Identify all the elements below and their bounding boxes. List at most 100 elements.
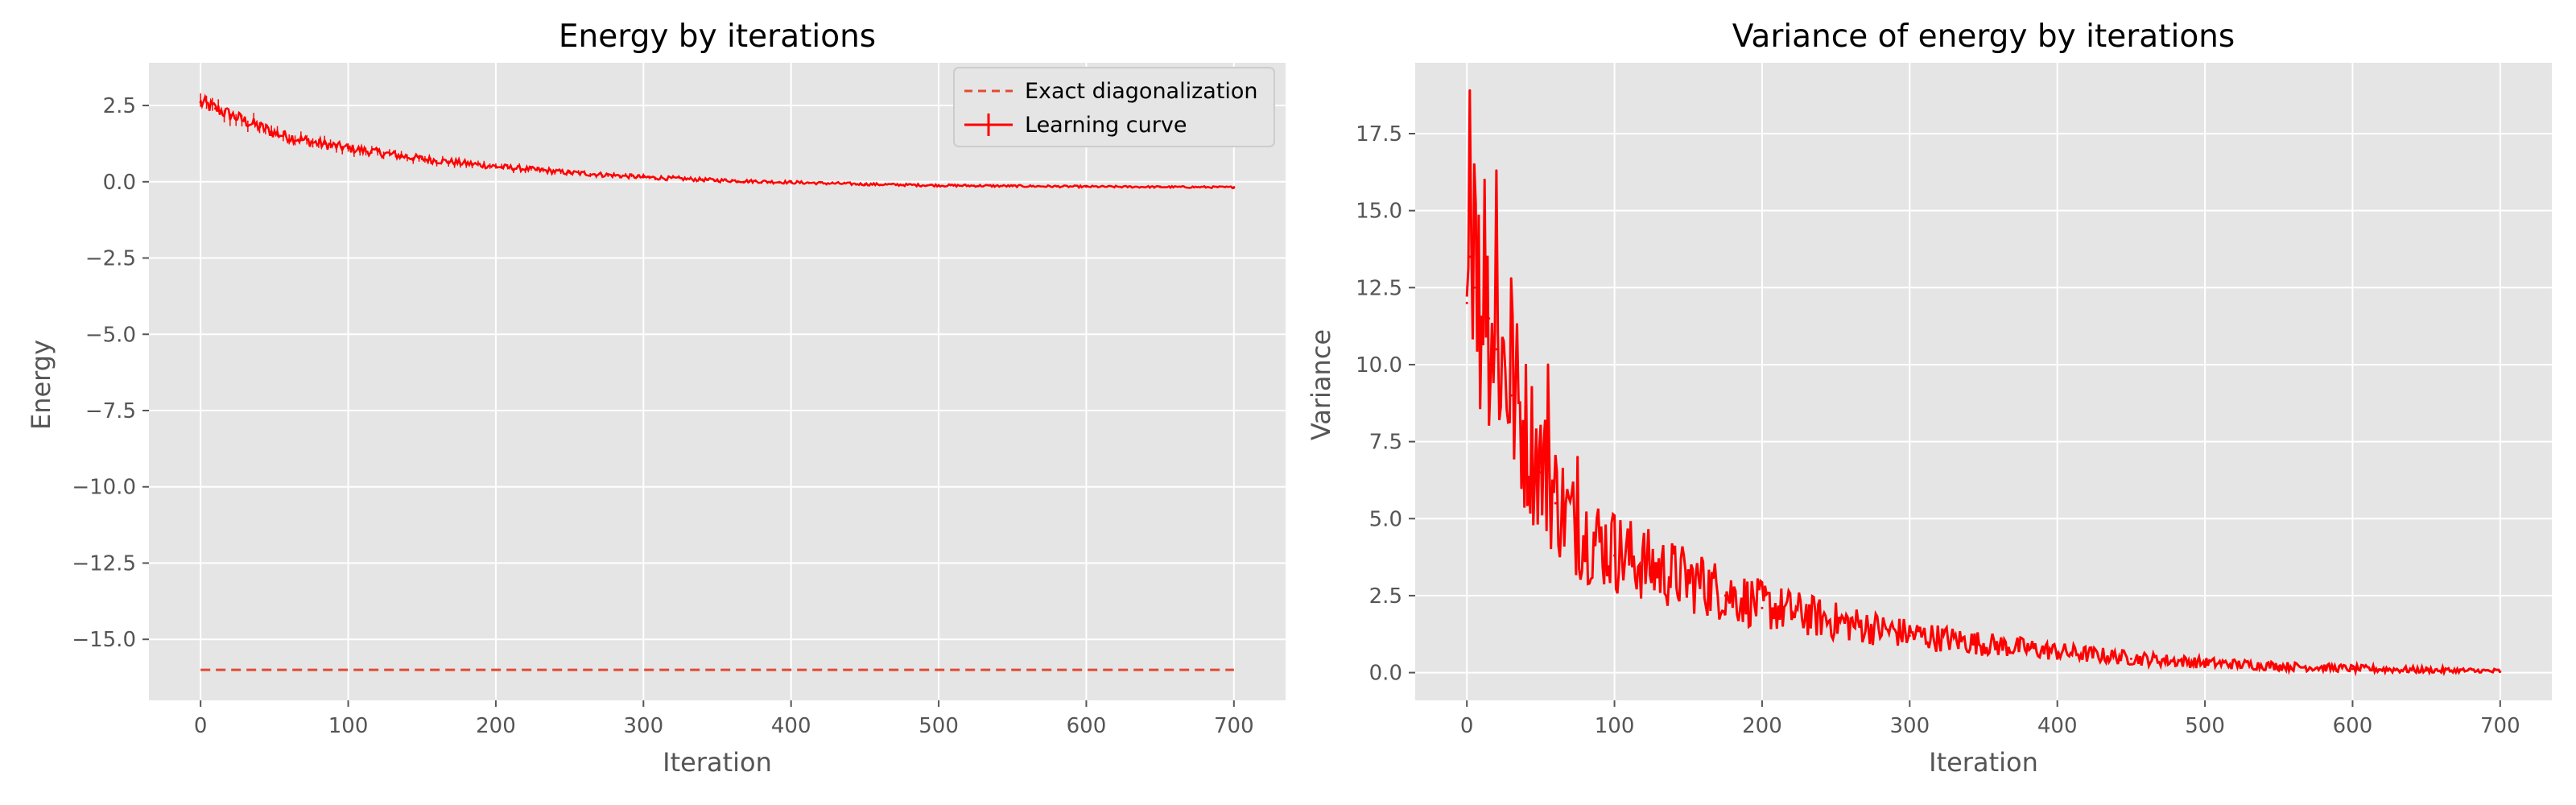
learning-curve-point <box>229 113 232 116</box>
variance-peak-point <box>1613 514 1616 517</box>
x-tick-label: 200 <box>1742 714 1782 738</box>
learning-curve-point <box>937 184 940 187</box>
learning-curve-point <box>273 131 276 134</box>
energy-chart: 0 100 200 300 400 500 600 700 2.5 0.0 −2.5 −5.0 −7.… <box>26 19 1286 778</box>
learning-curve-point <box>199 101 202 104</box>
legend-box <box>953 67 1275 147</box>
variance-peak-point <box>1509 277 1513 280</box>
y-tick-label: 10.0 <box>1356 353 1402 378</box>
variance-point <box>2277 665 2281 668</box>
energy-grid <box>149 63 1286 700</box>
energy-chart-title: Energy by iterations <box>559 19 876 55</box>
variance-curve-line <box>1465 90 2502 677</box>
energy-data-points <box>199 101 1236 189</box>
energy-x-ticks: 0 100 200 300 400 500 600 700 <box>194 700 1254 738</box>
variance-point <box>2425 669 2428 672</box>
learning-curve-point <box>568 171 572 174</box>
x-tick-label: 400 <box>771 714 811 738</box>
x-tick-label: 100 <box>328 714 369 738</box>
variance-y-axis-label: Variance <box>1306 329 1336 440</box>
variance-point <box>1472 286 1476 289</box>
variance-point <box>1724 594 1727 597</box>
learning-curve-point <box>214 107 217 110</box>
variance-point <box>1761 606 1764 609</box>
x-tick-label: 600 <box>2333 714 2373 738</box>
variance-x-ticks: 0 100 200 300 400 500 600 700 <box>1460 700 2520 738</box>
learning-curve-point <box>1084 185 1088 188</box>
energy-x-axis-label: Iteration <box>663 747 772 778</box>
x-tick-label: 500 <box>2185 714 2225 738</box>
x-tick-label: 0 <box>194 714 208 738</box>
y-tick-label: −2.5 <box>85 247 136 271</box>
variance-point <box>1686 582 1690 585</box>
y-tick-label: 5.0 <box>1369 507 1402 531</box>
legend-learning-curve-label: Learning curve <box>1025 113 1187 138</box>
variance-point <box>1649 569 1653 572</box>
learning-curve-point <box>494 165 497 168</box>
x-tick-label: 400 <box>2037 714 2078 738</box>
variance-x-axis-label: Iteration <box>1929 747 2038 778</box>
x-tick-label: 500 <box>919 714 959 738</box>
energy-y-ticks: 2.5 0.0 −2.5 −5.0 −7.5 −10.0 −12.5 −15.0 <box>72 94 149 652</box>
learning-curve-point <box>243 119 246 122</box>
variance-peak-point <box>1495 169 1498 172</box>
y-tick-label: −5.0 <box>85 323 136 347</box>
variance-peak-point <box>1472 163 1476 166</box>
variance-point <box>2203 662 2207 665</box>
variance-point <box>1835 621 1838 625</box>
variance-point <box>1509 394 1513 397</box>
variance-point <box>2499 670 2502 673</box>
learning-curve-point <box>347 147 350 150</box>
legend-exact-diagonalization-label: Exact diagonalization <box>1025 79 1258 104</box>
x-tick-label: 700 <box>2480 714 2520 738</box>
y-tick-label: 0.0 <box>103 171 136 195</box>
energy-plot-area <box>149 63 1286 700</box>
variance-data-points <box>1465 89 2502 673</box>
variance-point <box>1576 532 1579 535</box>
learning-curve-point <box>642 175 645 179</box>
variance-y-ticks: 0.0 2.5 5.0 7.5 10.0 12.5 15.0 17.5 <box>1356 122 1415 686</box>
x-tick-label: 700 <box>1214 714 1254 738</box>
learning-curve-point <box>310 141 313 144</box>
y-tick-label: 17.5 <box>1356 122 1402 147</box>
y-tick-label: 2.5 <box>1369 584 1402 609</box>
learning-curve-point <box>258 126 262 129</box>
variance-point <box>1982 643 1985 646</box>
x-tick-label: 100 <box>1595 714 1635 738</box>
variance-point <box>2351 667 2354 671</box>
y-tick-label: 12.5 <box>1356 276 1402 300</box>
variance-point <box>1525 440 1528 444</box>
learning-curve-point <box>790 181 793 184</box>
variance-peak-point <box>1483 178 1486 181</box>
y-tick-label: 2.5 <box>103 94 136 118</box>
variance-point <box>1468 255 1472 258</box>
variance-peak-point <box>1576 456 1579 459</box>
learning-curve-point <box>1011 184 1014 188</box>
x-tick-label: 0 <box>1460 714 1474 738</box>
x-tick-label: 300 <box>1889 714 1930 738</box>
learning-curve-point <box>863 183 866 186</box>
variance-point <box>1495 348 1498 351</box>
y-tick-label: 15.0 <box>1356 200 1402 224</box>
learning-curve-point <box>1232 186 1236 189</box>
y-tick-label: −10.0 <box>72 476 136 500</box>
variance-point <box>1488 317 1491 320</box>
variance-chart-title: Variance of energy by iterations <box>1732 19 2235 55</box>
x-tick-label: 300 <box>623 714 663 738</box>
variance-point <box>1465 301 1468 304</box>
variance-peak-point <box>1468 89 1472 92</box>
variance-point <box>1908 634 1911 638</box>
y-tick-label: −7.5 <box>85 399 136 423</box>
y-tick-label: 0.0 <box>1369 662 1402 686</box>
variance-point <box>2056 651 2059 654</box>
variance-point <box>1554 502 1557 505</box>
variance-point <box>1613 554 1616 557</box>
variance-chart: 0 100 200 300 400 500 600 700 0.0 2.5 5.0 7.5 10.0 1… <box>1306 19 2552 778</box>
energy-legend: Exact diagonalization Learning curve <box>953 67 1275 147</box>
variance-peak-point <box>1805 603 1808 606</box>
variance-peak-point <box>1546 363 1550 366</box>
learning-curve-point <box>1158 185 1162 188</box>
variance-plot-area <box>1415 63 2552 700</box>
variance-point <box>2129 657 2132 660</box>
